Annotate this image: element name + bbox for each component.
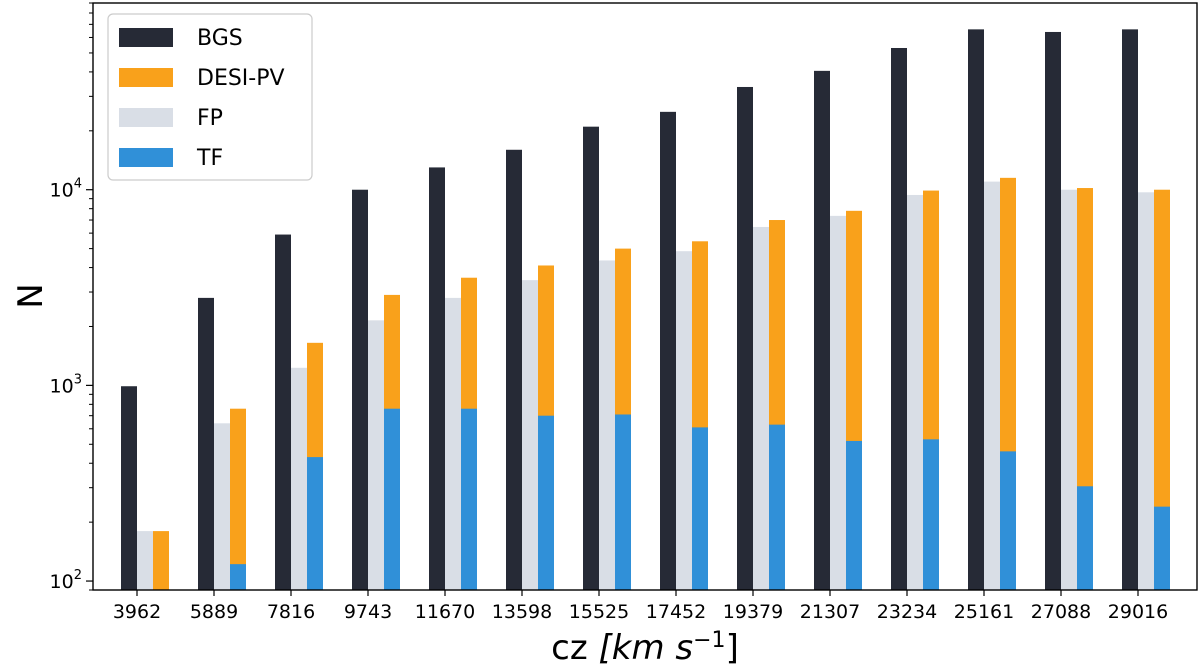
x-tick-label-13598: 13598 [492,601,552,623]
bars-layer [121,29,1170,591]
bar-fp-11670 [445,297,461,590]
x-tick-label-15525: 15525 [569,601,629,623]
bar-tf-29016 [1154,506,1170,590]
y-tick-label-1000: 103 [50,372,82,397]
bar-tf-19379 [769,424,785,590]
x-tick-label-3962: 3962 [113,601,161,623]
bar-tf-5889 [230,564,246,590]
x-tick-label-5889: 5889 [190,601,238,623]
bar-fp-9743 [368,320,384,590]
y-tick-exponent: 3 [74,372,82,387]
bar-desi-pv-3962 [153,531,169,590]
bar-bgs-11670 [429,167,445,591]
bar-desi-pv-5889 [230,408,246,590]
x-tick-label-21307: 21307 [800,601,860,623]
bar-tf-15525 [615,414,631,590]
x-tick-label-29016: 29016 [1108,601,1168,623]
bar-bgs-7816 [275,234,291,590]
bar-fp-15525 [599,260,615,590]
bar-tf-11670 [461,408,477,590]
x-tick-label-7816: 7816 [267,601,315,623]
bar-fp-25161 [984,181,1000,590]
y-tick-label-10000: 104 [50,177,82,202]
bar-bgs-15525 [583,126,599,590]
bar-fp-29016 [1138,192,1154,590]
x-axis-label-main: cz [551,628,598,666]
x-tick-label-25161: 25161 [954,601,1014,623]
bar-tf-17452 [692,427,708,590]
bar-bgs-3962 [121,386,137,590]
bar-tf-7816 [307,457,323,590]
bar-fp-17452 [676,251,692,591]
y-axis-label: N [11,283,51,308]
bar-bgs-27088 [1045,31,1061,591]
legend-swatch-tf [119,148,173,167]
bar-tf-23234 [923,439,939,590]
legend-label-fp: FP [197,106,223,131]
bar-bgs-25161 [968,29,984,591]
bar-bgs-9743 [352,189,368,591]
x-tick-label-27088: 27088 [1031,601,1091,623]
legend-swatch-fp [119,108,173,127]
bar-bgs-17452 [660,111,676,590]
y-tick-exponent: 2 [74,568,82,583]
x-axis-label-exponent: −1 [693,628,725,653]
bar-desi-pv-29016 [1154,189,1170,591]
x-axis-label-close: ] [726,628,739,666]
bar-tf-27088 [1077,486,1093,590]
x-tick-label-23234: 23234 [877,601,937,623]
legend-label-desi-pv: DESI-PV [197,66,285,91]
x-tick-label-17452: 17452 [646,601,706,623]
bar-bgs-13598 [506,149,522,590]
x-axis-label-unit: [km s [599,628,694,666]
x-axis: 3962 5889 7816 9743 11670 13598 15525 17452 1937… [113,590,1168,623]
bar-fp-21307 [830,215,846,590]
bar-bgs-19379 [737,86,753,591]
y-tick-exponent: 4 [74,177,82,192]
x-tick-label-11670: 11670 [415,601,475,623]
x-axis-label: cz [km s−1] [551,628,739,666]
legend: BGS DESI-PV FP TF [107,13,313,181]
bar-tf-13598 [538,415,554,590]
legend-swatch-desi-pv [119,68,173,87]
x-tick-label-9743: 9743 [344,601,392,623]
bar-bgs-29016 [1122,29,1138,591]
bar-fp-19379 [753,226,769,591]
bar-fp-27088 [1061,189,1077,591]
y-tick-base: 10 [50,375,74,397]
x-tick-label-19379: 19379 [723,601,783,623]
plot-frame [92,2,1198,591]
bar-tf-9743 [384,408,400,590]
y-tick-base: 10 [50,180,74,202]
bar-fp-3962 [137,531,153,590]
bar-fp-7816 [291,367,307,590]
legend-swatch-bgs [119,28,173,47]
bar-tf-25161 [1000,451,1016,590]
legend-box [107,13,313,181]
bar-fp-13598 [522,280,538,590]
y-tick-base: 10 [50,571,74,593]
legend-label-bgs: BGS [197,26,243,51]
bar-fp-5889 [214,423,230,590]
bar-tf-21307 [846,440,862,590]
bar-bgs-21307 [814,70,830,591]
y-tick-label-100: 102 [50,568,82,593]
bar-bgs-5889 [198,297,214,590]
bar-bgs-23234 [891,47,907,590]
bar-fp-23234 [907,194,923,590]
legend-label-tf: TF [196,146,223,171]
